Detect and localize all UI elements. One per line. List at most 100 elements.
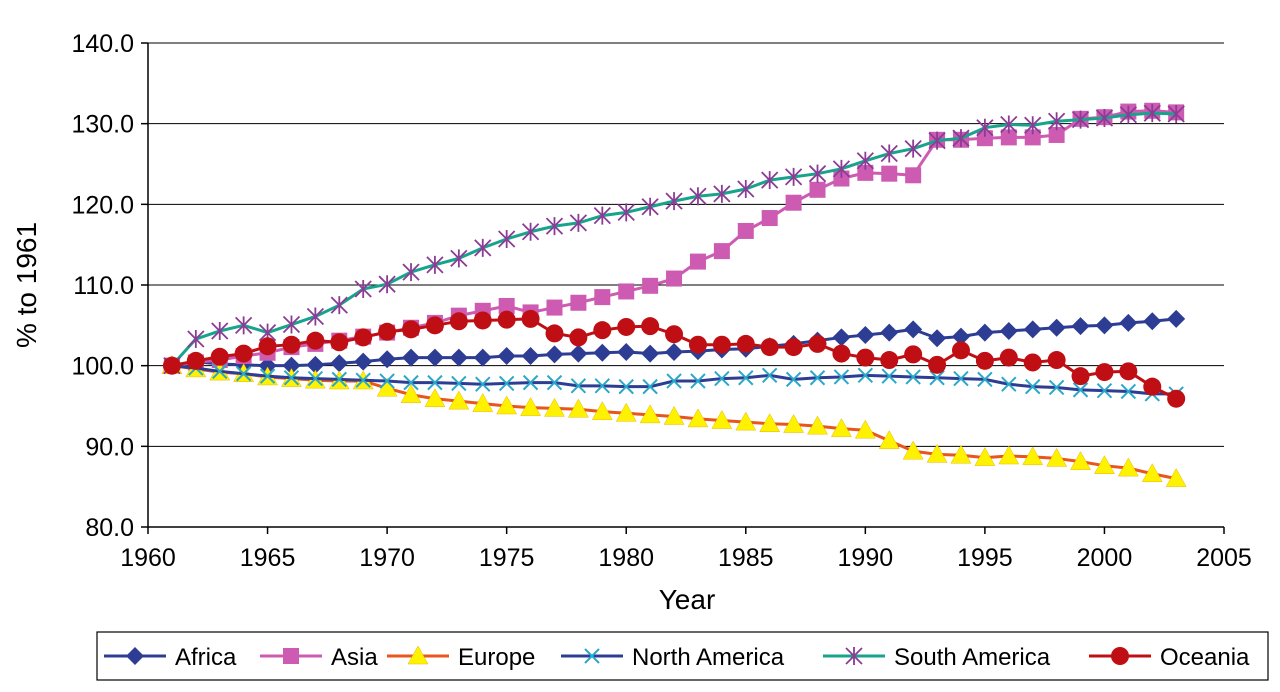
data-point: [1167, 104, 1185, 123]
x-axis-title: Year: [659, 584, 716, 615]
data-point: [403, 374, 419, 391]
legend-label: Africa: [175, 644, 237, 671]
data-point: [473, 311, 492, 330]
data-point: [496, 395, 518, 415]
data-point: [259, 368, 276, 384]
data-point: [498, 375, 515, 392]
data-point: [330, 354, 349, 373]
data-point: [1023, 320, 1042, 339]
data-point: [449, 348, 468, 367]
data-point: [1095, 363, 1114, 382]
data-point: [688, 335, 707, 354]
data-point: [378, 350, 397, 369]
data-point: [736, 334, 755, 353]
data-point: [162, 356, 181, 375]
data-point: [355, 372, 371, 388]
series-oceania: [162, 309, 1186, 408]
data-point: [1071, 110, 1090, 129]
data-point: [975, 351, 994, 370]
data-point: [808, 164, 827, 183]
data-point: [617, 317, 636, 336]
data-point: [402, 263, 420, 282]
data-point: [1143, 377, 1162, 396]
y-tick-label: 130.0: [71, 111, 134, 139]
data-point: [212, 363, 228, 380]
data-point: [904, 139, 922, 158]
data-point: [211, 321, 229, 340]
x-tick-label: 1990: [838, 544, 894, 572]
data-point: [761, 210, 778, 227]
data-point: [1047, 318, 1066, 337]
data-point: [1096, 382, 1113, 399]
data-point: [593, 206, 611, 225]
data-point: [928, 355, 947, 374]
data-point: [593, 321, 612, 340]
data-point: [407, 645, 429, 665]
data-point: [567, 398, 589, 418]
data-point: [880, 351, 899, 370]
data-point: [1120, 383, 1137, 400]
y-tick-label: 120.0: [71, 191, 134, 219]
data-point: [1119, 313, 1138, 332]
data-point: [282, 315, 301, 334]
data-point: [1071, 317, 1090, 336]
data-point: [663, 405, 685, 425]
data-point: [448, 390, 470, 410]
data-point: [976, 130, 993, 147]
x-tick-label: 1965: [240, 544, 296, 572]
data-point: [283, 648, 299, 664]
data-point: [785, 194, 802, 211]
data-point: [1119, 105, 1137, 124]
y-tick-label: 80.0: [85, 514, 134, 542]
data-point: [591, 401, 613, 420]
data-point: [845, 647, 863, 665]
data-point: [902, 440, 924, 460]
data-point: [126, 647, 144, 665]
data-point: [354, 280, 372, 299]
legend-label: Oceania: [1160, 644, 1250, 671]
data-point: [928, 131, 946, 150]
data-point: [833, 170, 850, 187]
data-point: [856, 348, 875, 367]
data-point: [1119, 362, 1138, 381]
data-point: [331, 371, 347, 388]
x-tick-label: 2000: [1077, 544, 1133, 572]
data-point: [1000, 115, 1018, 134]
data-point: [210, 347, 229, 366]
data-point: [926, 443, 948, 463]
data-point: [472, 393, 494, 412]
data-point: [1022, 446, 1044, 466]
data-point: [880, 323, 899, 342]
data-point: [807, 415, 828, 435]
data-point: [1023, 353, 1042, 372]
y-tick-label: 100.0: [71, 353, 134, 381]
legend-item: Oceania: [1089, 644, 1250, 671]
data-point: [1095, 316, 1114, 335]
data-point: [594, 289, 611, 306]
data-point: [760, 338, 779, 357]
data-point: [642, 378, 658, 395]
data-point: [400, 384, 422, 403]
data-point: [857, 164, 874, 181]
y-tick-label: 110.0: [73, 272, 134, 300]
data-point: [977, 371, 993, 388]
data-point: [665, 325, 684, 344]
data-point: [1167, 309, 1186, 328]
data-point: [617, 342, 636, 361]
data-point: [666, 270, 683, 287]
data-point: [378, 322, 397, 341]
data-point: [425, 348, 444, 367]
data-point: [642, 277, 659, 294]
data-point: [584, 648, 600, 664]
x-tick-label: 1985: [718, 544, 774, 572]
data-point: [1001, 376, 1017, 392]
data-point: [832, 328, 851, 347]
data-point: [1048, 126, 1065, 143]
data-point: [950, 444, 972, 464]
data-point: [426, 255, 444, 274]
data-point: [952, 129, 970, 148]
data-point: [998, 445, 1020, 465]
data-point: [712, 335, 731, 354]
data-point: [617, 203, 635, 222]
